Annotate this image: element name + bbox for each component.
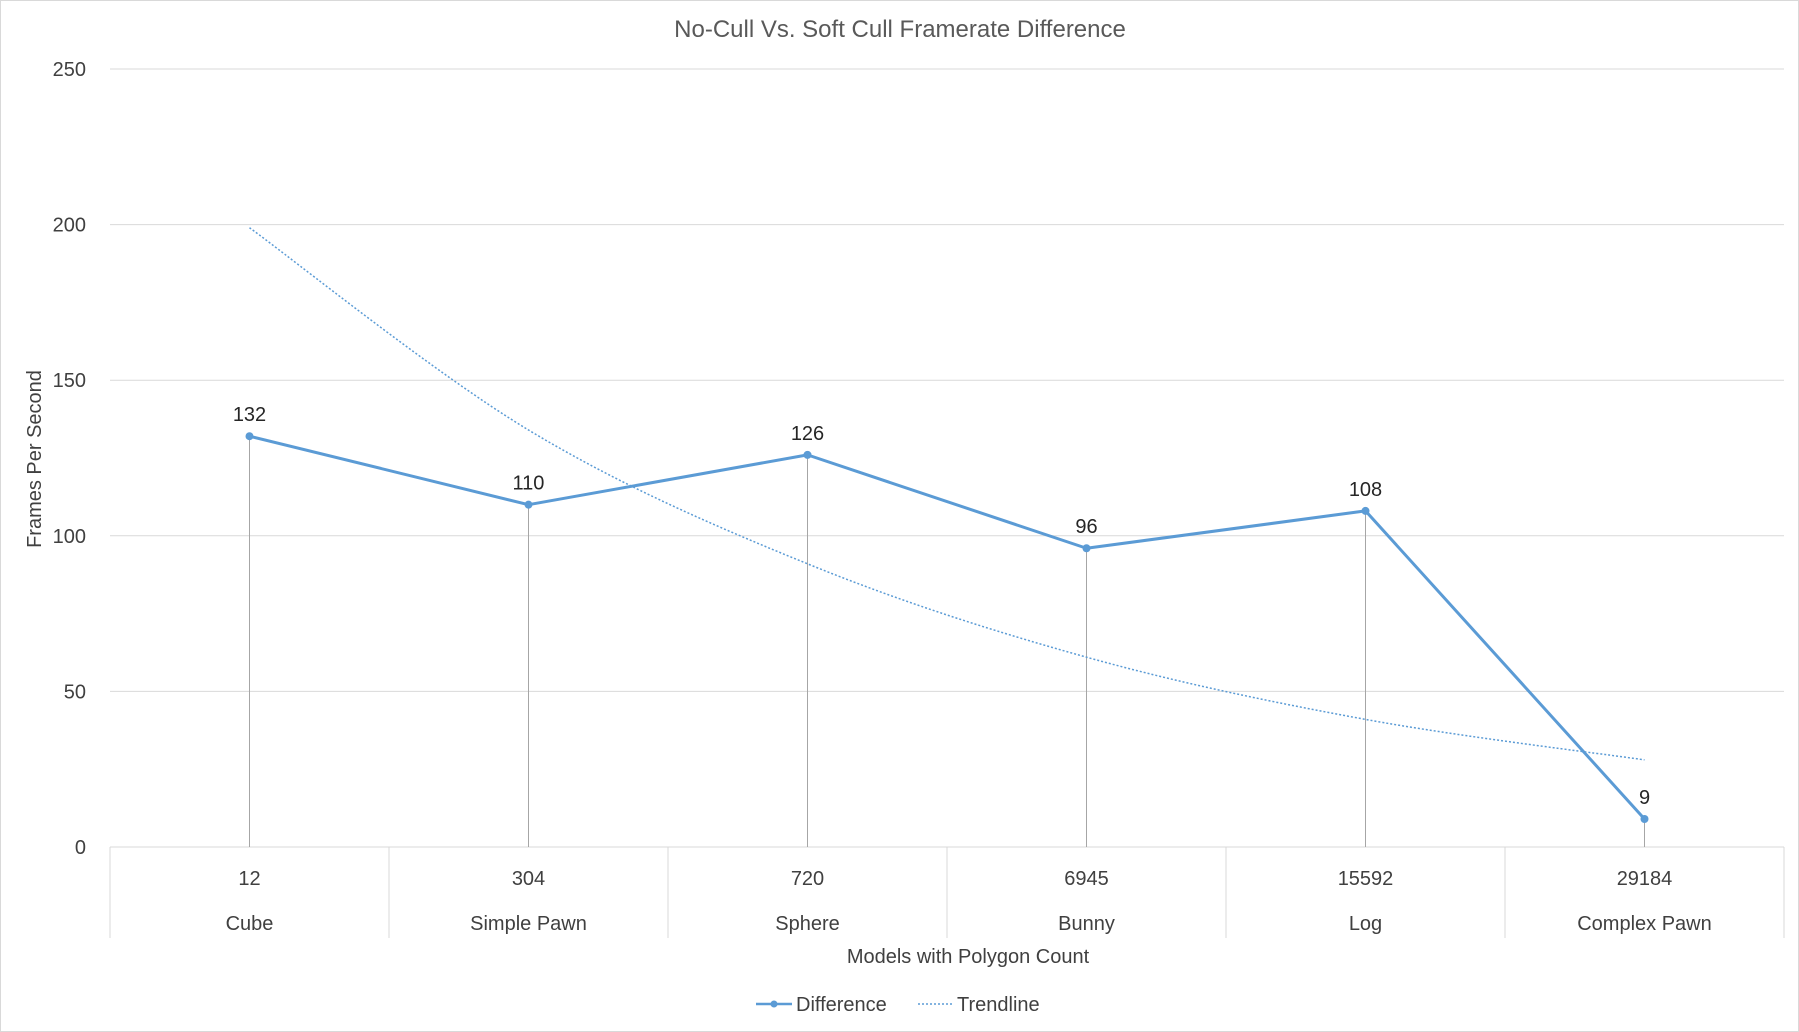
legend-difference-marker [770,1000,778,1008]
y-tick-label: 200 [53,215,86,237]
data-point [803,450,812,459]
x-tick-label-model: Log [1349,913,1382,935]
y-axis-title: Frames Per Second [24,370,46,548]
trendline [249,227,1645,761]
data-label: 110 [513,473,545,495]
drop-lines [249,436,1645,847]
data-point [524,500,533,509]
data-label: 96 [1075,516,1097,538]
x-tick-label-model: Simple Pawn [470,913,587,935]
x-tick-label-count: 15592 [1338,868,1394,890]
data-label: 132 [233,404,266,426]
legend: Difference Trendline [756,994,1040,1016]
x-tick-label-count: 29184 [1617,868,1673,890]
chart-title: No-Cull Vs. Soft Cull Framerate Differen… [674,16,1126,43]
x-tick-label-count: 12 [238,868,260,890]
y-axis-ticks: 0 50 100 150 200 250 [53,59,86,859]
data-labels: 132 110 126 96 108 9 [233,404,1650,809]
legend-difference-label: Difference [796,994,887,1016]
series-line-difference [249,434,1646,820]
y-tick-label: 150 [53,370,86,392]
series-layer [245,432,1649,823]
y-tick-label: 250 [53,59,86,81]
data-point [1361,506,1370,515]
y-tick-label: 50 [64,681,86,703]
data-point [1640,814,1649,823]
y-tick-label: 0 [75,837,86,859]
x-axis-categories: 12 Cube 304 Simple Pawn 720 Sphere 6945 Bunny 15… [109,846,1785,938]
x-axis-title: Models with Polygon Count [847,946,1090,968]
x-tick-label-model: Complex Pawn [1577,913,1712,935]
x-tick-label-model: Cube [226,913,274,935]
data-label: 126 [791,423,824,445]
trendline-layer [249,227,1645,761]
gridlines [110,68,1784,692]
data-point [1082,544,1091,553]
x-tick-label-model: Bunny [1058,913,1115,935]
x-tick-label-count: 304 [512,868,545,890]
data-label: 108 [1349,479,1382,501]
y-tick-label: 100 [53,526,86,548]
x-tick-label-count: 720 [791,868,824,890]
x-tick-label-count: 6945 [1064,868,1109,890]
legend-trendline-label: Trendline [957,994,1040,1016]
data-point [245,432,254,441]
data-label: 9 [1639,787,1650,809]
x-tick-label-model: Sphere [775,913,840,935]
